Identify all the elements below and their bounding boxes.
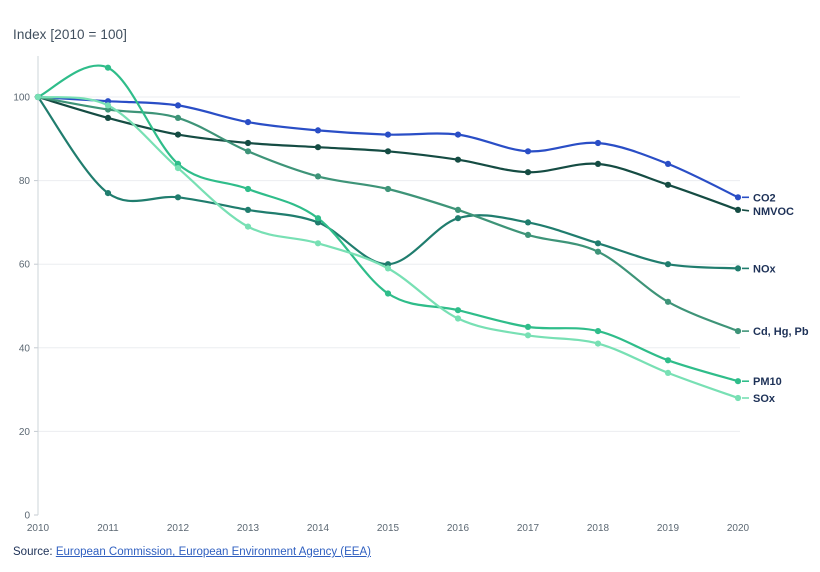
xtick-label-2019: 2019 [657,523,680,534]
data-point-cd-hg-pb-2018 [594,248,602,255]
data-point-sox-2016 [454,315,462,322]
data-point-sox-2013 [244,223,252,230]
data-point-nox-2016 [454,215,462,222]
data-point-cd-hg-pb-2015 [384,185,392,193]
xtick-label-2016: 2016 [447,523,470,534]
series-line-pm10 [36,64,740,383]
data-point-nox-2013 [244,206,252,213]
data-point-cd-hg-pb-2020 [734,328,742,335]
data-point-sox-2015 [384,265,392,272]
data-point-nmvoc-2019 [664,181,672,188]
label-connector-nmvoc [741,209,750,212]
data-point-pm10-2018 [594,328,602,335]
series-line-sox [36,95,740,400]
data-point-cd-hg-pb-2012 [174,114,182,121]
data-point-co2-2019 [664,160,672,167]
data-point-nox-2020 [734,265,742,272]
data-point-sox-2010 [34,93,42,101]
series-label-cd-hg-pb: Cd, Hg, Pb [753,326,809,338]
data-point-pm10-2017 [524,323,532,330]
data-point-nox-2017 [524,219,532,226]
xtick-label-2015: 2015 [377,523,400,534]
data-point-sox-2017 [524,332,532,339]
data-point-nmvoc-2017 [524,169,532,176]
data-point-cd-hg-pb-2017 [524,231,532,238]
data-point-sox-2020 [734,394,742,402]
xtick-label-2013: 2013 [237,523,260,534]
data-point-co2-2015 [384,131,392,138]
data-point-cd-hg-pb-2016 [454,206,462,213]
data-point-sox-2018 [594,340,602,347]
xtick-label-2011: 2011 [97,523,119,534]
series-label-nox: NOx [753,263,777,275]
source-prefix: Source: [13,546,53,558]
data-point-pm10-2011 [104,64,112,71]
data-point-sox-2011 [104,102,112,109]
data-point-nox-2011 [104,190,112,197]
data-point-pm10-2013 [244,185,252,193]
xtick-label-2014: 2014 [307,523,330,534]
data-point-nox-2018 [594,240,602,247]
data-point-nmvoc-2012 [174,131,182,138]
source-link[interactable]: European Commission, European Environmen… [55,546,371,558]
data-point-cd-hg-pb-2019 [664,298,672,305]
data-point-sox-2014 [314,240,322,247]
xtick-label-2010: 2010 [27,523,50,534]
data-point-nox-2019 [664,261,672,268]
data-point-sox-2012 [174,165,182,172]
xtick-label-2012: 2012 [167,523,190,534]
ytick-label-40: 40 [19,343,31,354]
data-point-nmvoc-2018 [594,160,602,167]
data-point-sox-2019 [664,369,672,376]
data-point-co2-2013 [244,119,252,126]
xtick-label-2018: 2018 [587,523,610,534]
source-line: Source: European Commission, European En… [13,546,371,558]
ytick-label-0: 0 [24,511,30,522]
ytick-label-60: 60 [19,260,31,271]
data-point-pm10-2016 [454,307,462,314]
ytick-label-20: 20 [19,427,31,438]
chart-title: Index [2010 = 100] [13,27,128,42]
series-line-nox [36,95,740,270]
data-point-pm10-2019 [664,357,672,364]
data-point-co2-2012 [174,102,182,109]
xtick-label-2020: 2020 [727,523,750,534]
data-point-cd-hg-pb-2013 [244,148,252,155]
data-point-co2-2018 [594,139,602,147]
data-point-pm10-2014 [314,215,322,222]
ytick-label-80: 80 [19,176,31,187]
data-point-co2-2020 [734,194,742,201]
data-point-nmvoc-2016 [454,156,462,163]
data-point-cd-hg-pb-2014 [314,173,322,180]
ytick-label-100: 100 [13,93,30,104]
series-label-sox: SOx [753,393,776,405]
data-point-nmvoc-2011 [104,114,112,121]
data-point-nmvoc-2013 [244,139,252,147]
series-label-nmvoc: NMVOC [753,206,794,218]
data-point-co2-2017 [524,148,532,155]
data-point-co2-2014 [314,127,322,134]
series-label-pm10: PM10 [753,376,782,388]
data-point-nmvoc-2015 [384,148,392,155]
data-point-pm10-2020 [734,378,742,385]
series-label-co2: CO2 [753,192,776,204]
data-point-nmvoc-2014 [314,144,322,151]
data-point-co2-2016 [454,131,462,138]
data-point-nmvoc-2020 [734,206,742,213]
data-point-nox-2012 [174,194,182,201]
data-point-pm10-2015 [384,290,392,297]
xtick-label-2017: 2017 [517,523,540,534]
